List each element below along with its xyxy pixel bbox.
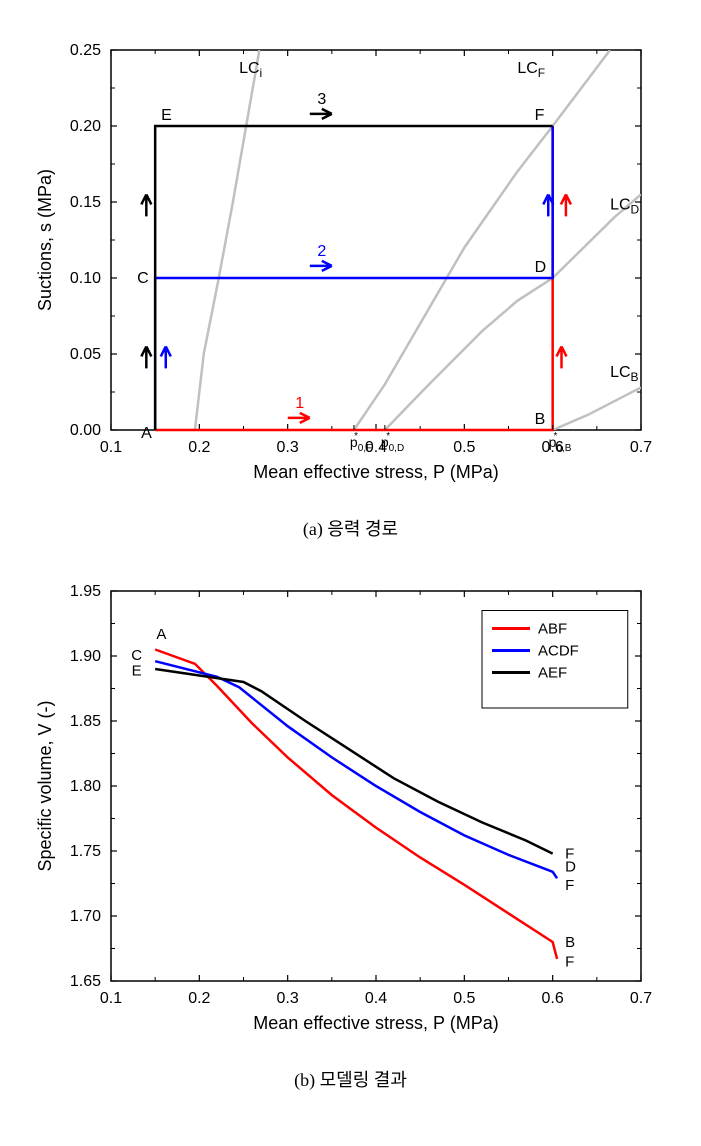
svg-text:A: A	[141, 425, 152, 442]
svg-text:F: F	[565, 877, 574, 894]
svg-text:2: 2	[317, 243, 326, 260]
svg-text:0.7: 0.7	[629, 439, 651, 456]
svg-text:0.15: 0.15	[69, 194, 100, 211]
svg-text:1: 1	[295, 395, 304, 412]
svg-text:0.00: 0.00	[69, 422, 100, 439]
chart-a-caption: (a) 응력 경로	[21, 515, 681, 541]
svg-text:p0,F*: p0,F*	[349, 431, 371, 454]
chart-a-container: 0.10.20.30.40.50.60.70.000.050.100.150.2…	[21, 20, 681, 541]
svg-text:B: B	[565, 934, 575, 951]
svg-text:1.80: 1.80	[69, 778, 100, 795]
svg-text:0.4: 0.4	[364, 990, 386, 1007]
svg-text:0.2: 0.2	[188, 439, 210, 456]
chart-b-svg: 0.1 0.2 0.3 0.4 0.5 0.6 0.7 1.65 1.70 1.75 1.80 1.8…	[21, 571, 681, 1051]
svg-text:F: F	[534, 107, 544, 124]
svg-text:1.90: 1.90	[69, 648, 100, 665]
svg-text:0.5: 0.5	[453, 990, 475, 1007]
svg-text:LCB: LCB	[610, 364, 638, 384]
svg-text:1.65: 1.65	[69, 973, 100, 990]
svg-text:3: 3	[317, 91, 326, 108]
svg-text:0.1: 0.1	[99, 990, 121, 1007]
chart-b: 0.1 0.2 0.3 0.4 0.5 0.6 0.7 1.65 1.70 1.75 1.80 1.8…	[21, 571, 681, 1056]
svg-text:B: B	[534, 411, 545, 428]
svg-text:ABF: ABF	[538, 621, 567, 638]
chart-a-svg: 0.10.20.30.40.50.60.70.000.050.100.150.2…	[21, 20, 681, 500]
svg-text:0.05: 0.05	[69, 346, 100, 363]
svg-text:Suctions, s (MPa): Suctions, s (MPa)	[35, 169, 55, 311]
svg-text:E: E	[161, 107, 172, 124]
svg-text:0.10: 0.10	[69, 270, 100, 287]
svg-text:Specific volume, V (-): Specific volume, V (-)	[35, 700, 55, 871]
svg-text:0.3: 0.3	[276, 990, 298, 1007]
svg-text:Mean effective stress, P (MPa): Mean effective stress, P (MPa)	[253, 1013, 498, 1033]
chart-b-container: 0.1 0.2 0.3 0.4 0.5 0.6 0.7 1.65 1.70 1.75 1.80 1.8…	[21, 571, 681, 1092]
svg-text:1.70: 1.70	[69, 908, 100, 925]
svg-text:0.5: 0.5	[453, 439, 475, 456]
svg-text:1.95: 1.95	[69, 583, 100, 600]
svg-text:Mean effective stress, P (MPa): Mean effective stress, P (MPa)	[253, 462, 498, 482]
svg-text:0.25: 0.25	[69, 42, 100, 59]
svg-text:F: F	[565, 954, 574, 971]
svg-text:A: A	[156, 626, 166, 643]
svg-text:E: E	[131, 663, 141, 680]
svg-text:0.2: 0.2	[188, 990, 210, 1007]
svg-text:0.7: 0.7	[629, 990, 651, 1007]
svg-text:1.85: 1.85	[69, 713, 100, 730]
svg-text:LCF: LCF	[517, 60, 545, 80]
chart-a: 0.10.20.30.40.50.60.70.000.050.100.150.2…	[21, 20, 681, 505]
svg-text:AEF: AEF	[538, 665, 567, 682]
svg-text:F: F	[565, 846, 574, 863]
svg-text:LCi: LCi	[239, 60, 262, 80]
svg-text:C: C	[137, 270, 149, 287]
svg-text:0.1: 0.1	[99, 439, 121, 456]
svg-text:D: D	[534, 259, 546, 276]
svg-text:0.20: 0.20	[69, 118, 100, 135]
svg-text:ACDF: ACDF	[538, 643, 579, 660]
chart-b-caption: (b) 모델링 결과	[21, 1066, 681, 1092]
svg-text:1.75: 1.75	[69, 843, 100, 860]
svg-text:C: C	[131, 647, 142, 664]
svg-text:0.6: 0.6	[541, 990, 563, 1007]
svg-text:0.3: 0.3	[276, 439, 298, 456]
